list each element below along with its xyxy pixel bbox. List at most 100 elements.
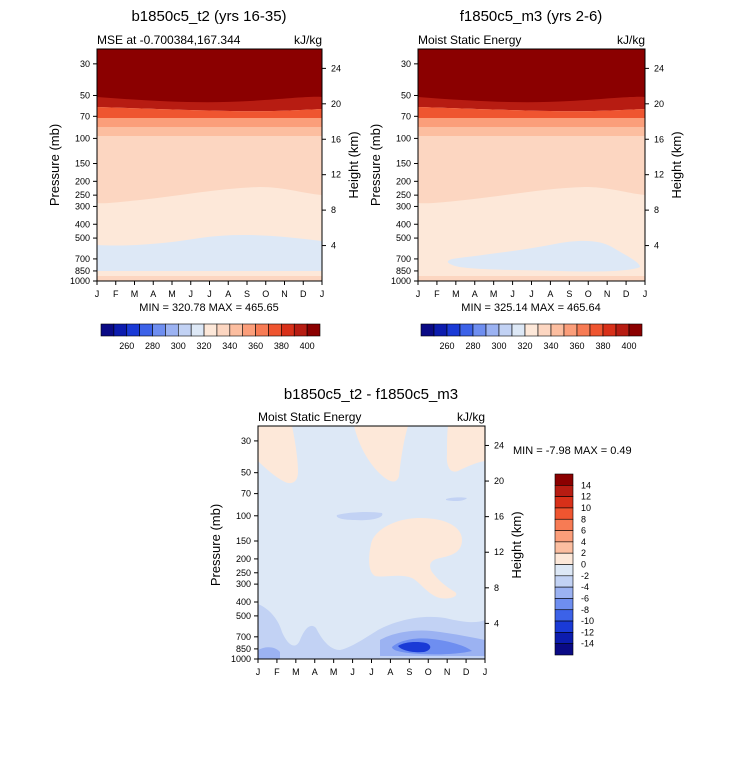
pressure-tick-label: 500 — [236, 611, 251, 621]
pressure-tick-label: 300 — [236, 579, 251, 589]
pressure-tick-label: 700 — [75, 254, 90, 264]
panel-3-height-ticks: 24 20 16 12 8 4 — [485, 440, 504, 628]
panel-2-band-370 — [418, 107, 645, 119]
month-tick-label: J — [416, 289, 421, 299]
height-tick-label: 20 — [331, 99, 341, 109]
colorbar-swatch — [537, 323, 552, 337]
pressure-tick-label: 850 — [236, 644, 251, 654]
colorbar-swatch — [139, 323, 153, 337]
height-tick-label: 4 — [494, 618, 499, 628]
colorbar-label: 360 — [248, 341, 263, 351]
pressure-tick-label: 850 — [75, 266, 90, 276]
month-tick-label: O — [425, 667, 432, 677]
pressure-tick-label: 850 — [396, 266, 411, 276]
colorbar-swatch — [268, 323, 282, 337]
colorbar-label: -14 — [581, 639, 594, 649]
panel-3-left-subtitle: Moist Static Energy — [258, 410, 361, 424]
panel-2-ylabel: Pressure (mb) — [368, 124, 383, 206]
colorbar-label: 340 — [543, 341, 558, 351]
colorbar-label: -2 — [581, 571, 589, 581]
pressure-tick-label: 300 — [396, 201, 411, 211]
panel-1-stats: MIN = 320.78 MAX = 465.65 — [139, 302, 278, 314]
pressure-tick-label: 150 — [236, 536, 251, 546]
colorbar-swatch — [554, 473, 574, 486]
colorbar-label: 2 — [581, 548, 586, 558]
month-tick-label: F — [434, 289, 440, 299]
height-tick-label: 20 — [494, 476, 504, 486]
colorbar-swatch — [576, 323, 591, 337]
panel-1-band-350 — [97, 127, 322, 136]
height-tick-label: 4 — [331, 241, 336, 251]
colorbar-swatch — [524, 323, 539, 337]
colorbar-swatch — [293, 323, 308, 337]
pressure-tick-label: 400 — [236, 597, 251, 607]
month-tick-label: A — [387, 667, 393, 677]
pressure-tick-label: 50 — [241, 468, 251, 478]
colorbar-swatch — [306, 323, 321, 337]
panel-3-title: b1850c5_t2 - f1850c5_m3 — [284, 386, 458, 403]
panel-3-band-neg2-small — [446, 497, 467, 502]
panel-2-band-335 — [447, 240, 640, 272]
month-tick-label: J — [256, 667, 261, 677]
pressure-tick-label: 200 — [75, 176, 90, 186]
pressure-tick-label: 150 — [396, 159, 411, 169]
month-tick-label: N — [281, 289, 288, 299]
colorbar-swatch — [255, 323, 269, 337]
month-tick-label: S — [406, 667, 412, 677]
month-tick-label: F — [113, 289, 119, 299]
colorbar-swatch — [554, 530, 574, 543]
month-tick-label: M — [131, 289, 139, 299]
month-tick-label: J — [643, 289, 648, 299]
panel-3-y2label: Height (km) — [509, 511, 524, 578]
panel-2-stats: MIN = 325.14 MAX = 465.64 — [461, 302, 600, 314]
colorbar-label: -10 — [581, 616, 594, 626]
month-tick-label: J — [207, 289, 212, 299]
colorbar-swatch — [602, 323, 617, 337]
colorbar-swatch — [628, 323, 643, 337]
colorbar-label: 4 — [581, 537, 586, 547]
panel-1-plot — [96, 48, 323, 282]
colorbar-swatch — [554, 575, 574, 588]
pressure-tick-label: 50 — [401, 90, 411, 100]
month-tick-label: O — [262, 289, 269, 299]
panel-2-band-400 — [418, 49, 645, 104]
pressure-tick-label: 70 — [401, 111, 411, 121]
colorbar-label: 340 — [222, 341, 237, 351]
panel-2-title: f1850c5_m3 (yrs 2-6) — [460, 8, 603, 25]
colorbar-label: 380 — [274, 341, 289, 351]
panel-2: f1850c5_m3 (yrs 2-6) Moist Static Energy… — [368, 8, 684, 351]
height-tick-label: 16 — [331, 134, 341, 144]
colorbar-swatch — [554, 609, 574, 622]
colorbar-swatch — [554, 485, 574, 497]
panel-2-band-350 — [418, 127, 645, 136]
pressure-tick-label: 150 — [75, 159, 90, 169]
colorbar-label: 320 — [517, 341, 532, 351]
panel-2-colorbar: 260 280 300 320 340 360 380 400 — [420, 323, 643, 351]
colorbar-label: 6 — [581, 526, 586, 536]
colorbar-swatch — [554, 541, 574, 554]
panel-3-positive-right-top — [446, 426, 485, 472]
colorbar-swatch — [554, 507, 574, 520]
panel-1-height-ticks: 24 20 16 12 8 4 — [322, 63, 341, 251]
panel-1-colorbar: 260 280 300 320 340 360 380 400 — [100, 323, 321, 351]
height-tick-label: 16 — [654, 134, 664, 144]
month-tick-label: S — [244, 289, 250, 299]
panel-1-band-370 — [97, 107, 322, 119]
panel-3-plot — [257, 425, 486, 660]
colorbar-label: 280 — [145, 341, 160, 351]
colorbar-swatch — [152, 323, 166, 337]
month-tick-label: N — [444, 667, 451, 677]
pressure-tick-label: 200 — [236, 554, 251, 564]
pressure-tick-label: 100 — [75, 133, 90, 143]
pressure-tick-label: 100 — [236, 511, 251, 521]
colorbar-label: 400 — [300, 341, 315, 351]
colorbar-swatch — [554, 586, 574, 599]
colorbar-label: 14 — [581, 480, 591, 490]
colorbar-label: 10 — [581, 503, 591, 513]
panel-3-stats: MIN = -7.98 MAX = 0.49 — [513, 445, 632, 457]
month-tick-label: M — [330, 667, 338, 677]
pressure-tick-label: 1000 — [391, 276, 411, 286]
